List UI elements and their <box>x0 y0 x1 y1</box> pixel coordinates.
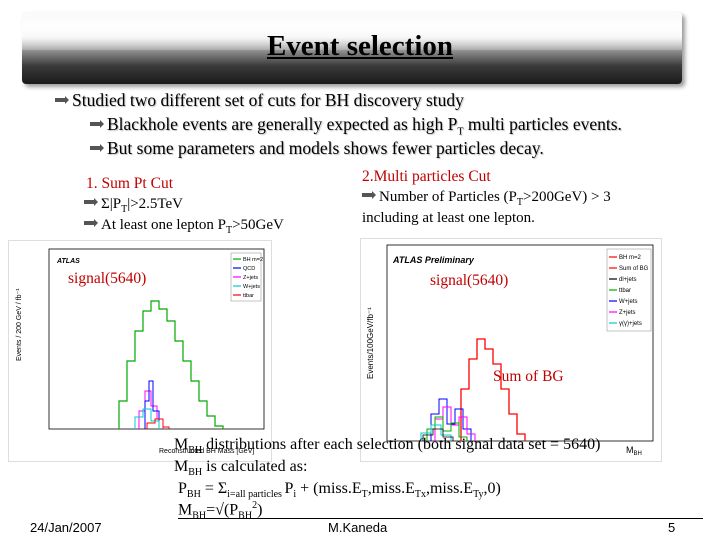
right-legend: BH m=2 Sum of BG dl+jets ttbar W+jets Z+jets γ… <box>609 255 649 327</box>
cut2-line2: including at least one lepton. <box>362 210 535 226</box>
right-plot: ATLAS Preliminary Events/100GeV/fb⁻¹ MBH… <box>360 238 662 462</box>
left-plot-svg: ATLAS Events / 200 GeV / fb⁻¹ Reconstruc… <box>16 248 265 455</box>
legend-entry: QCD <box>243 266 255 272</box>
left-plot: ATLAS Events / 200 GeV / fb⁻¹ Reconstruc… <box>8 240 272 462</box>
title-bar <box>22 12 682 84</box>
caption-formula-mbh: MBH=√(PBH2) <box>178 500 263 522</box>
legend-entry: Z+jets <box>243 275 258 281</box>
left-legend: BH m=2 QCD Z+jets W+jets ttbar <box>233 257 263 299</box>
left-plot-brand: ATLAS <box>56 258 80 265</box>
left-bg-hist-red <box>146 418 170 429</box>
right-bg-label: Sum of BG <box>493 368 564 385</box>
legend-entry: BH m=2 <box>619 255 642 261</box>
footer-divider <box>178 518 703 519</box>
arrow-bullet-icon <box>362 191 376 199</box>
cut1-line1: Σ|PT|>2.5TeV <box>84 196 183 215</box>
legend-entry: dl+jets <box>619 277 637 283</box>
arrow-bullet-icon <box>90 144 104 152</box>
left-bg-hist-blue <box>144 380 160 429</box>
arrow-bullet-icon <box>84 198 98 206</box>
bullet-2: Blackhole events are generally expected … <box>90 114 622 138</box>
left-plot-frame <box>48 248 265 430</box>
legend-entry: Sum of BG <box>619 266 649 272</box>
legend-entry: γ(γ)+jets <box>619 321 642 327</box>
legend-entry: Z+jets <box>619 310 636 316</box>
arrow-bullet-icon <box>55 96 69 104</box>
cut2-heading: 2.Multi particles Cut <box>362 168 491 185</box>
legend-entry: ttbar <box>619 288 631 294</box>
right-bg-hist-black <box>422 428 454 441</box>
right-plot-svg: ATLAS Preliminary Events/100GeV/fb⁻¹ MBH… <box>366 244 654 457</box>
left-plot-xlabel: Reconstructed BH Mass [GeV] <box>159 448 254 455</box>
right-bg-hist-cyan <box>420 424 452 441</box>
legend-entry: W+jets <box>619 299 638 305</box>
cut2-line1: Number of Particles (PT>200GeV) > 3 <box>362 189 611 208</box>
arrow-bullet-icon <box>90 120 104 128</box>
legend-entry: BH m=2 <box>243 257 263 263</box>
right-signal-label: signal(5640) <box>430 272 509 289</box>
left-bg-hist-cyan <box>134 408 160 429</box>
legend-entry: W+jets <box>243 284 260 290</box>
footer-author: M.Kaneda <box>328 520 388 535</box>
left-plot-ylabel: Events / 200 GeV / fb⁻¹ <box>16 288 23 361</box>
right-signal-hist <box>460 338 526 441</box>
right-plot-brand: ATLAS Preliminary <box>392 255 475 265</box>
right-bg-hist-magenta <box>434 406 476 441</box>
right-plot-ylabel: Events/100GeV/fb⁻¹ <box>366 307 375 379</box>
footer-page-number: 5 <box>668 520 676 535</box>
left-signal-label: signal(5640) <box>68 270 147 287</box>
right-plot-xlabel: MBH <box>626 445 642 457</box>
bullet-3: But some parameters and models shows few… <box>90 138 544 159</box>
cut1-heading: 1. Sum Pt Cut <box>86 175 173 192</box>
caption-line1: MBH distributions after each selection (… <box>174 436 601 457</box>
slide-title: Event selection <box>266 30 454 62</box>
bullet-1: Studied two different set of cuts for BH… <box>55 90 464 111</box>
caption-formula-pbh: PBH = Σi=all particles Pi + (miss.ET,mis… <box>178 480 501 501</box>
caption-line2: MBH is calculated as: <box>174 458 308 479</box>
arrow-bullet-icon <box>84 219 98 227</box>
footer-date: 24/Jan/2007 <box>30 520 102 535</box>
cut1-line2: At least one lepton PT>50GeV <box>84 217 284 236</box>
left-signal-hist <box>118 300 224 429</box>
legend-entry: ttbar <box>243 293 254 299</box>
